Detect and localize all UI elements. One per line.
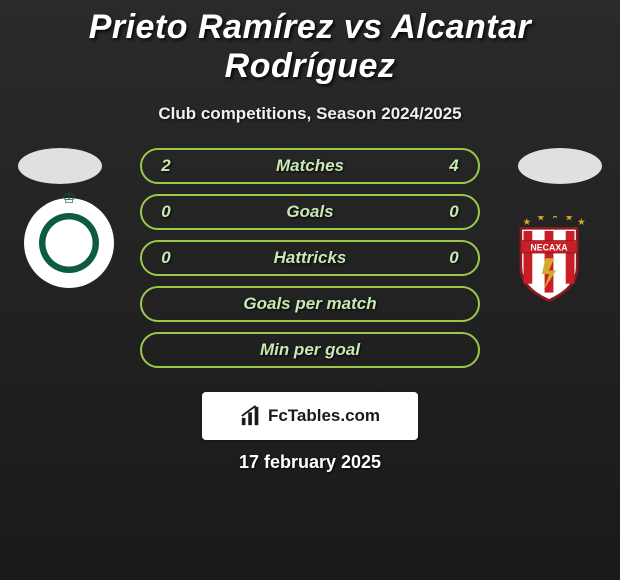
stat-value-left: 0 (156, 202, 176, 222)
svg-text:★: ★ (577, 217, 586, 228)
stat-row: Goals per match (140, 286, 480, 322)
stat-label: Goals per match (243, 294, 376, 314)
watermark: FcTables.com (202, 392, 418, 440)
stat-value-left: 0 (156, 248, 176, 268)
svg-text:★: ★ (565, 216, 574, 223)
stat-value-right: 0 (444, 202, 464, 222)
stat-row: 0 Goals 0 (140, 194, 480, 230)
stat-row: 0 Hattricks 0 (140, 240, 480, 276)
stat-value-left: 2 (156, 156, 176, 176)
player-photo-right (518, 148, 602, 184)
stat-value-right: 0 (444, 248, 464, 268)
svg-text:★: ★ (551, 216, 560, 222)
comparison-card: Prieto Ramírez vs Alcantar Rodríguez Clu… (0, 0, 620, 580)
stat-label: Goals (286, 202, 333, 222)
club-logo-left: ♔ (24, 198, 114, 288)
stat-row: 2 Matches 4 (140, 148, 480, 184)
santos-badge: ♔ (24, 198, 114, 288)
svg-text:★: ★ (523, 217, 532, 228)
necaxa-badge: ★ ★ ★ ★ ★ NECAXA (499, 198, 599, 304)
svg-text:★: ★ (537, 216, 546, 223)
watermark-text: FcTables.com (268, 406, 380, 426)
stat-value-right: 4 (444, 156, 464, 176)
chart-icon (240, 405, 262, 427)
page-title: Prieto Ramírez vs Alcantar Rodríguez (0, 0, 620, 86)
stat-row: Min per goal (140, 332, 480, 368)
player-photo-left (18, 148, 102, 184)
stat-label: Min per goal (260, 340, 360, 360)
shield-icon: ★ ★ ★ ★ ★ NECAXA (507, 216, 591, 304)
date: 17 february 2025 (0, 452, 620, 473)
stat-label: Matches (276, 156, 344, 176)
svg-text:NECAXA: NECAXA (530, 242, 568, 252)
stats-area: ♔ ★ ★ ★ ★ ★ (0, 148, 620, 378)
club-logo-right: ★ ★ ★ ★ ★ NECAXA (499, 198, 599, 304)
subtitle: Club competitions, Season 2024/2025 (0, 104, 620, 124)
crown-icon: ♔ (62, 188, 76, 208)
stat-label: Hattricks (274, 248, 347, 268)
